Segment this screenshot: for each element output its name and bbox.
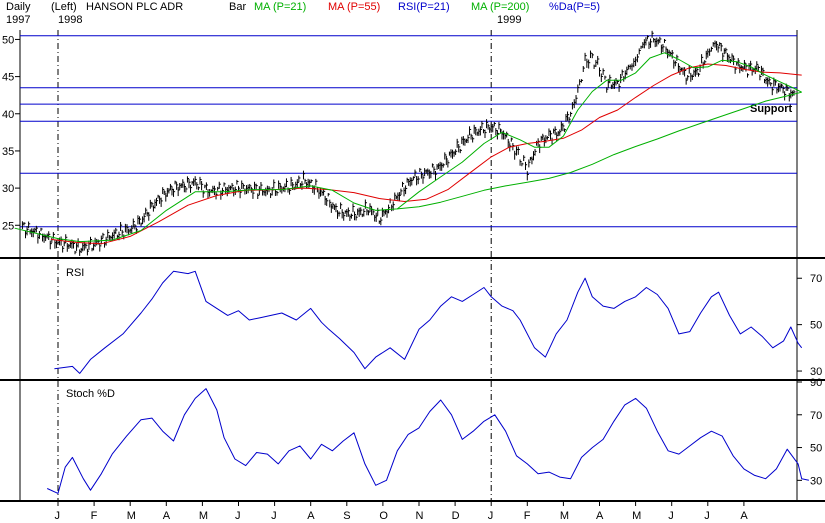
legend-ma200: MA (P=200) <box>471 1 529 13</box>
x-tick-label: M <box>199 510 208 522</box>
x-tick-label: A <box>307 510 315 522</box>
x-tick-label: J <box>668 510 674 522</box>
x-tick-label: S <box>343 510 350 522</box>
legend-stoch: %Da(P=5) <box>549 1 600 13</box>
year-label-1997: 1997 <box>6 14 30 26</box>
year-label-1998: 1998 <box>58 14 82 26</box>
chart-frame <box>0 30 825 502</box>
y-tick-label: 70 <box>810 273 822 285</box>
style-label: Bar <box>229 1 246 13</box>
x-tick-label: F <box>91 510 98 522</box>
legend-rsi: RSI(P=21) <box>398 1 450 13</box>
x-tick-label: D <box>452 510 460 522</box>
x-tick-label: J <box>488 510 494 522</box>
y-tick-label: 30 <box>2 183 14 195</box>
x-tick-label: J <box>235 510 241 522</box>
y-tick-label: 90 <box>810 377 822 389</box>
ma21-line <box>14 52 802 243</box>
y-tick-label: 25 <box>2 220 14 232</box>
x-tick-label: M <box>560 510 569 522</box>
x-tick-label: M <box>127 510 136 522</box>
legend-ma55: MA (P=55) <box>328 1 380 13</box>
y-tick-label: 70 <box>810 410 822 422</box>
support-annotation: Support <box>750 103 792 115</box>
ma55-line <box>50 63 802 245</box>
year-label-1999: 1999 <box>497 14 521 26</box>
y-tick-label: 50 <box>810 443 822 455</box>
x-tick-label: A <box>740 510 748 522</box>
y-tick-label: 50 <box>2 34 14 46</box>
legend-ma21: MA (P=21) <box>254 1 306 13</box>
ma200-line <box>397 91 802 210</box>
y-tick-label: 45 <box>2 72 14 84</box>
x-tick-label: A <box>163 510 171 522</box>
x-tick-label: A <box>596 510 604 522</box>
symbol-label: HANSON PLC ADR <box>86 1 183 13</box>
x-tick-label: J <box>271 510 277 522</box>
stoch-plot: 30 50 70 90 <box>46 377 822 494</box>
y-tick-label: 35 <box>2 146 14 158</box>
rsi-panel-title: RSI <box>66 267 84 279</box>
y-tick-label: 40 <box>2 109 14 121</box>
periodicity-label: Daily <box>6 1 31 13</box>
stoch-d-line <box>46 388 810 494</box>
y-tick-label: 30 <box>810 475 822 487</box>
price-bars <box>21 30 796 256</box>
chart-header: Daily (Left) HANSON PLC ADR Bar MA (P=21… <box>6 1 600 26</box>
rsi-panel: RSI <box>66 267 84 279</box>
x-tick-label: J <box>55 510 61 522</box>
x-tick-label: N <box>416 510 424 522</box>
price-panel: Support <box>750 103 792 115</box>
rsi-plot: 30 50 70 <box>54 270 822 378</box>
stoch-panel-title: Stoch %D <box>66 388 115 400</box>
scale-label: (Left) <box>51 1 77 13</box>
rsi-line <box>54 270 803 374</box>
price-plot: 25 30 35 40 45 50 <box>2 30 802 500</box>
x-tick-label: F <box>524 510 531 522</box>
x-tick-label: O <box>379 510 388 522</box>
y-tick-label: 50 <box>810 320 822 332</box>
stoch-panel: Stoch %D <box>66 388 115 400</box>
x-tick-label: M <box>632 510 641 522</box>
x-tick-label: J <box>704 510 710 522</box>
y-tick-label: 30 <box>810 366 822 378</box>
